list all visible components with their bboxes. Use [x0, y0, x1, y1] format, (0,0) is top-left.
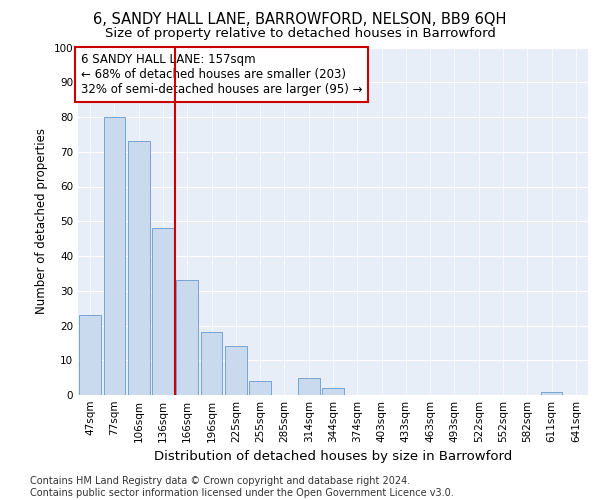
Bar	[176, 280, 198, 395]
X-axis label: Distribution of detached houses by size in Barrowford: Distribution of detached houses by size …	[154, 450, 512, 464]
Bar	[200, 332, 223, 395]
Bar	[79, 315, 101, 395]
Bar	[225, 346, 247, 395]
Y-axis label: Number of detached properties: Number of detached properties	[35, 128, 48, 314]
Bar	[322, 388, 344, 395]
Text: Contains HM Land Registry data © Crown copyright and database right 2024.
Contai: Contains HM Land Registry data © Crown c…	[30, 476, 454, 498]
Text: Size of property relative to detached houses in Barrowford: Size of property relative to detached ho…	[104, 28, 496, 40]
Bar	[152, 228, 174, 395]
Text: 6, SANDY HALL LANE, BARROWFORD, NELSON, BB9 6QH: 6, SANDY HALL LANE, BARROWFORD, NELSON, …	[94, 12, 506, 28]
Bar	[128, 142, 149, 395]
Bar	[541, 392, 562, 395]
Bar	[298, 378, 320, 395]
Bar	[104, 117, 125, 395]
Text: 6 SANDY HALL LANE: 157sqm
← 68% of detached houses are smaller (203)
32% of semi: 6 SANDY HALL LANE: 157sqm ← 68% of detac…	[80, 52, 362, 96]
Bar	[249, 381, 271, 395]
